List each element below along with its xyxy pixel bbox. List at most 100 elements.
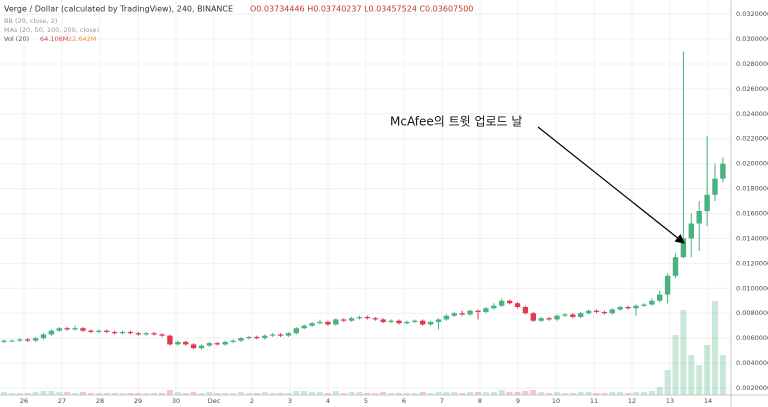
candle-body bbox=[538, 318, 544, 321]
volume-bar bbox=[490, 392, 497, 395]
volume-bar bbox=[143, 393, 150, 395]
x-tick-label: Dec bbox=[208, 397, 221, 405]
candle-body bbox=[617, 307, 623, 310]
volume-bar bbox=[87, 393, 94, 395]
volume-bar bbox=[190, 392, 197, 395]
volume-bar bbox=[475, 392, 481, 395]
volume-bar bbox=[293, 391, 300, 395]
annotation: McAfee의 트윗 업로드 날 bbox=[390, 114, 522, 129]
x-tick-label: 6 bbox=[402, 397, 406, 405]
volume-bar bbox=[214, 393, 221, 395]
volume-bar bbox=[230, 393, 237, 395]
y-tick-label: 0.01600000 bbox=[736, 210, 768, 218]
candle-body bbox=[593, 310, 600, 312]
volume-bar bbox=[309, 392, 316, 395]
x-tick-label: 27 bbox=[58, 397, 66, 405]
y-tick-label: 0.02800000 bbox=[736, 60, 768, 68]
candle-body bbox=[364, 316, 371, 319]
volume-layer bbox=[1, 301, 726, 395]
candle-body bbox=[506, 300, 513, 304]
y-tick-label: 0.01200000 bbox=[736, 259, 768, 267]
candle-body bbox=[222, 341, 228, 345]
y-tick-label: 0.00400000 bbox=[736, 359, 768, 367]
candle-body bbox=[664, 275, 671, 295]
volume-bar bbox=[222, 393, 229, 395]
candle-body bbox=[451, 313, 457, 316]
volume-bar bbox=[340, 393, 347, 395]
candle-body bbox=[546, 318, 552, 320]
candle-body bbox=[325, 321, 331, 325]
candle-body bbox=[720, 163, 726, 179]
candle-body bbox=[309, 323, 315, 326]
volume-bar bbox=[8, 393, 15, 395]
volume-bar bbox=[151, 393, 158, 395]
volume-bar bbox=[601, 393, 608, 395]
candle-body bbox=[514, 303, 521, 308]
x-tick-label: 14 bbox=[704, 397, 712, 405]
candle-body bbox=[80, 328, 86, 331]
volume-bar bbox=[427, 393, 434, 395]
volume-bar bbox=[577, 392, 584, 395]
volume-bar bbox=[672, 335, 679, 395]
candle-body bbox=[254, 336, 260, 339]
candle-body bbox=[467, 310, 473, 315]
x-tick-label: 7 bbox=[440, 397, 444, 405]
volume-bar bbox=[80, 392, 86, 395]
candle-body bbox=[404, 321, 410, 324]
volume-bar bbox=[301, 391, 308, 395]
candle-body bbox=[143, 333, 149, 335]
candle-body bbox=[246, 336, 252, 339]
volume-bar bbox=[704, 345, 711, 395]
candle-body bbox=[88, 330, 94, 332]
candle-body bbox=[230, 340, 236, 342]
candle-body bbox=[293, 328, 299, 334]
candle-body bbox=[135, 333, 141, 335]
volume-bar bbox=[356, 392, 363, 395]
candle-body bbox=[198, 345, 205, 349]
candle-body bbox=[206, 343, 213, 346]
x-tick-label: 13 bbox=[666, 397, 674, 405]
candle-body bbox=[427, 321, 434, 325]
volume-bar bbox=[253, 393, 260, 395]
volume-bar bbox=[238, 392, 244, 395]
x-tick-label: 8 bbox=[478, 397, 482, 405]
volume-bar bbox=[617, 392, 624, 395]
x-tick-label: 30 bbox=[172, 397, 180, 405]
volume-bar bbox=[530, 390, 537, 395]
y-tick-label: 0.02200000 bbox=[736, 135, 768, 143]
candle-body bbox=[175, 341, 181, 345]
volume-bar bbox=[419, 392, 426, 395]
candle-body bbox=[356, 316, 363, 319]
candle-body bbox=[167, 335, 173, 345]
grid bbox=[0, 0, 731, 395]
x-tick-label: 9 bbox=[516, 397, 520, 405]
volume-bar bbox=[561, 393, 568, 395]
candle-body bbox=[333, 319, 339, 325]
volume-bar bbox=[372, 393, 379, 395]
candle-body bbox=[380, 319, 386, 322]
volume-bar bbox=[135, 393, 142, 395]
candle-body bbox=[641, 304, 647, 306]
mas-label: MAs (20, 50, 100, 200, close) bbox=[4, 26, 99, 34]
volume-bar bbox=[40, 391, 47, 395]
candle-body bbox=[396, 320, 402, 324]
volume-bar bbox=[712, 301, 718, 395]
volume-bar bbox=[656, 387, 663, 395]
candle-body bbox=[96, 330, 102, 332]
volume-bar bbox=[111, 393, 118, 395]
y-tick-label: 0.02400000 bbox=[736, 110, 768, 118]
candle-body bbox=[475, 310, 481, 312]
candle-body bbox=[412, 320, 418, 322]
candle-body bbox=[680, 238, 687, 258]
volume-bar bbox=[261, 392, 268, 395]
volume-bar bbox=[482, 392, 489, 395]
volume-bar bbox=[680, 310, 687, 395]
candle-body bbox=[183, 341, 189, 345]
candle-body bbox=[633, 305, 639, 309]
volume-bar bbox=[648, 391, 655, 395]
candle-body bbox=[625, 307, 631, 309]
candle-body bbox=[554, 315, 560, 320]
volume-bar bbox=[269, 393, 276, 395]
